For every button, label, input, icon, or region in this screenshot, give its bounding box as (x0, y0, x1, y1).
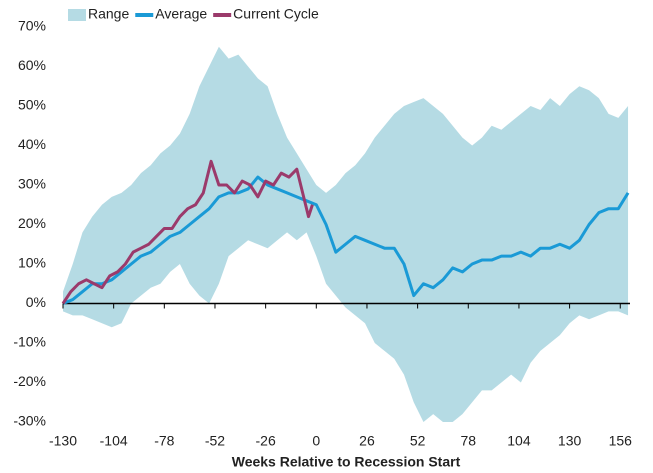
y-tick-label: 0% (26, 294, 46, 310)
x-tick-label: 104 (507, 433, 531, 449)
x-tick-label: 78 (460, 433, 476, 449)
legend-label: Current Cycle (233, 6, 319, 22)
legend-swatch (68, 9, 86, 21)
x-tick-label: -104 (100, 433, 128, 449)
series-line (62, 175, 630, 305)
y-tick-label: 20% (18, 215, 46, 231)
x-tick-label: 0 (312, 433, 320, 449)
y-tick-label: 50% (18, 97, 46, 113)
x-tick-label: 26 (359, 433, 375, 449)
y-tick-label: 10% (18, 255, 46, 271)
y-tick-label: -20% (13, 373, 46, 389)
x-tick-label: 156 (609, 433, 633, 449)
x-tick-label: -52 (205, 433, 225, 449)
legend-label: Average (155, 6, 207, 22)
x-tick-label: -78 (154, 433, 174, 449)
y-tick-label: 30% (18, 176, 46, 192)
y-tick-label: 40% (18, 136, 46, 152)
x-tick-label: 52 (410, 433, 426, 449)
x-tick-label: -26 (256, 433, 276, 449)
x-tick-label: -130 (49, 433, 77, 449)
y-tick-label: 70% (18, 18, 46, 34)
y-tick-label: -30% (13, 413, 46, 429)
legend-label: Range (88, 6, 129, 22)
y-tick-label: 60% (18, 57, 46, 73)
range-band (63, 46, 629, 422)
x-axis-title: Weeks Relative to Recession Start (232, 454, 461, 470)
x-tick-label: 130 (558, 433, 582, 449)
y-tick-label: -10% (13, 334, 46, 350)
series-line (61, 159, 314, 305)
